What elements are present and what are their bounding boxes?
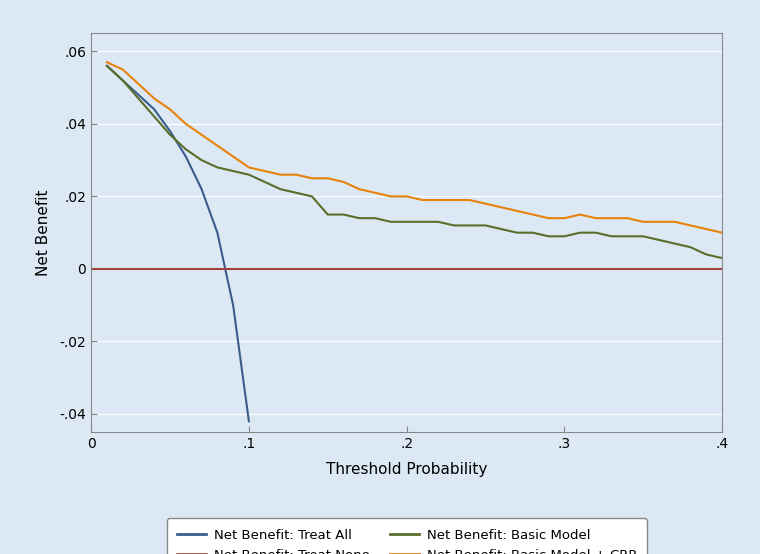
Net Benefit: Basic Model + CRP: (0.26, 0.017): Basic Model + CRP: (0.26, 0.017)	[497, 204, 506, 211]
Net Benefit: Basic Model: (0.13, 0.021): Basic Model: (0.13, 0.021)	[292, 189, 301, 196]
X-axis label: Threshold Probability: Threshold Probability	[326, 462, 487, 477]
Net Benefit: Basic Model + CRP: (0.37, 0.013): Basic Model + CRP: (0.37, 0.013)	[670, 218, 679, 225]
Net Benefit: Basic Model: (0.06, 0.033): Basic Model: (0.06, 0.033)	[181, 146, 190, 152]
Net Benefit: Basic Model + CRP: (0.06, 0.04): Basic Model + CRP: (0.06, 0.04)	[181, 121, 190, 127]
Net Benefit: Basic Model: (0.12, 0.022): Basic Model: (0.12, 0.022)	[276, 186, 285, 192]
Net Benefit: Treat All: (0.09, -0.01): Treat All: (0.09, -0.01)	[229, 302, 238, 309]
Net Benefit: Basic Model: (0.17, 0.014): Basic Model: (0.17, 0.014)	[355, 215, 364, 222]
Net Benefit: Basic Model: (0.36, 0.008): Basic Model: (0.36, 0.008)	[654, 237, 663, 243]
Net Benefit: Basic Model + CRP: (0.02, 0.055): Basic Model + CRP: (0.02, 0.055)	[119, 66, 128, 73]
Net Benefit: Basic Model + CRP: (0.01, 0.057): Basic Model + CRP: (0.01, 0.057)	[103, 59, 112, 65]
Net Benefit: Basic Model + CRP: (0.18, 0.021): Basic Model + CRP: (0.18, 0.021)	[371, 189, 380, 196]
Net Benefit: Basic Model + CRP: (0.2, 0.02): Basic Model + CRP: (0.2, 0.02)	[402, 193, 411, 200]
Net Benefit: Basic Model: (0.07, 0.03): Basic Model: (0.07, 0.03)	[197, 157, 206, 163]
Net Benefit: Basic Model + CRP: (0.11, 0.027): Basic Model + CRP: (0.11, 0.027)	[260, 168, 269, 175]
Net Benefit: Basic Model: (0.31, 0.01): Basic Model: (0.31, 0.01)	[575, 229, 584, 236]
Net Benefit: Basic Model: (0.28, 0.01): Basic Model: (0.28, 0.01)	[528, 229, 537, 236]
Net Benefit: Basic Model + CRP: (0.12, 0.026): Basic Model + CRP: (0.12, 0.026)	[276, 171, 285, 178]
Net Benefit: Basic Model + CRP: (0.4, 0.01): Basic Model + CRP: (0.4, 0.01)	[717, 229, 727, 236]
Net Benefit: Basic Model + CRP: (0.36, 0.013): Basic Model + CRP: (0.36, 0.013)	[654, 218, 663, 225]
Net Benefit: Basic Model + CRP: (0.35, 0.013): Basic Model + CRP: (0.35, 0.013)	[638, 218, 648, 225]
Net Benefit: Basic Model + CRP: (0.31, 0.015): Basic Model + CRP: (0.31, 0.015)	[575, 211, 584, 218]
Net Benefit: Basic Model: (0.3, 0.009): Basic Model: (0.3, 0.009)	[559, 233, 568, 240]
Net Benefit: Basic Model: (0.03, 0.047): Basic Model: (0.03, 0.047)	[134, 95, 143, 102]
Net Benefit: Treat All: (0.07, 0.022): Treat All: (0.07, 0.022)	[197, 186, 206, 192]
Net Benefit: Basic Model + CRP: (0.16, 0.024): Basic Model + CRP: (0.16, 0.024)	[339, 178, 348, 185]
Net Benefit: Basic Model + CRP: (0.38, 0.012): Basic Model + CRP: (0.38, 0.012)	[686, 222, 695, 229]
Net Benefit: Basic Model: (0.14, 0.02): Basic Model: (0.14, 0.02)	[307, 193, 317, 200]
Net Benefit: Basic Model: (0.38, 0.006): Basic Model: (0.38, 0.006)	[686, 244, 695, 250]
Net Benefit: Basic Model: (0.39, 0.004): Basic Model: (0.39, 0.004)	[701, 251, 711, 258]
Net Benefit: Basic Model + CRP: (0.33, 0.014): Basic Model + CRP: (0.33, 0.014)	[607, 215, 616, 222]
Net Benefit: Basic Model + CRP: (0.17, 0.022): Basic Model + CRP: (0.17, 0.022)	[355, 186, 364, 192]
Net Benefit: Treat All: (0.03, 0.048): Treat All: (0.03, 0.048)	[134, 91, 143, 98]
Net Benefit: Basic Model: (0.02, 0.052): Basic Model: (0.02, 0.052)	[119, 77, 128, 84]
Net Benefit: Basic Model: (0.33, 0.009): Basic Model: (0.33, 0.009)	[607, 233, 616, 240]
Net Benefit: Basic Model + CRP: (0.21, 0.019): Basic Model + CRP: (0.21, 0.019)	[418, 197, 427, 203]
Legend: Net Benefit: Treat All, Net Benefit: Treat None, Net Benefit: Basic Model, Net B: Net Benefit: Treat All, Net Benefit: Tre…	[166, 519, 647, 554]
Net Benefit: Basic Model: (0.34, 0.009): Basic Model: (0.34, 0.009)	[623, 233, 632, 240]
Net Benefit: Basic Model: (0.4, 0.003): Basic Model: (0.4, 0.003)	[717, 255, 727, 261]
Net Benefit: Basic Model: (0.23, 0.012): Basic Model: (0.23, 0.012)	[449, 222, 458, 229]
Net Benefit: Treat All: (0.04, 0.044): Treat All: (0.04, 0.044)	[150, 106, 159, 112]
Net Benefit: Basic Model: (0.15, 0.015): Basic Model: (0.15, 0.015)	[323, 211, 332, 218]
Net Benefit: Basic Model: (0.05, 0.037): Basic Model: (0.05, 0.037)	[166, 131, 175, 138]
Net Benefit: Basic Model + CRP: (0.07, 0.037): Basic Model + CRP: (0.07, 0.037)	[197, 131, 206, 138]
Net Benefit: Basic Model: (0.16, 0.015): Basic Model: (0.16, 0.015)	[339, 211, 348, 218]
Net Benefit: Basic Model + CRP: (0.09, 0.031): Basic Model + CRP: (0.09, 0.031)	[229, 153, 238, 160]
Net Benefit: Treat All: (0.02, 0.052): Treat All: (0.02, 0.052)	[119, 77, 128, 84]
Net Benefit: Basic Model: (0.22, 0.013): Basic Model: (0.22, 0.013)	[433, 218, 442, 225]
Net Benefit: Basic Model + CRP: (0.22, 0.019): Basic Model + CRP: (0.22, 0.019)	[433, 197, 442, 203]
Net Benefit: Basic Model + CRP: (0.1, 0.028): Basic Model + CRP: (0.1, 0.028)	[245, 164, 254, 171]
Net Benefit: Basic Model: (0.09, 0.027): Basic Model: (0.09, 0.027)	[229, 168, 238, 175]
Net Benefit: Basic Model: (0.26, 0.011): Basic Model: (0.26, 0.011)	[497, 225, 506, 232]
Net Benefit: Basic Model: (0.35, 0.009): Basic Model: (0.35, 0.009)	[638, 233, 648, 240]
Net Benefit: Basic Model + CRP: (0.19, 0.02): Basic Model + CRP: (0.19, 0.02)	[386, 193, 395, 200]
Net Benefit: Basic Model + CRP: (0.34, 0.014): Basic Model + CRP: (0.34, 0.014)	[623, 215, 632, 222]
Net Benefit: Basic Model: (0.21, 0.013): Basic Model: (0.21, 0.013)	[418, 218, 427, 225]
Net Benefit: Basic Model: (0.2, 0.013): Basic Model: (0.2, 0.013)	[402, 218, 411, 225]
Net Benefit: Basic Model: (0.27, 0.01): Basic Model: (0.27, 0.01)	[512, 229, 521, 236]
Net Benefit: Basic Model: (0.37, 0.007): Basic Model: (0.37, 0.007)	[670, 240, 679, 247]
Line: Net Benefit: Treat All: Net Benefit: Treat All	[107, 66, 249, 421]
Net Benefit: Basic Model + CRP: (0.14, 0.025): Basic Model + CRP: (0.14, 0.025)	[307, 175, 317, 182]
Net Benefit: Basic Model + CRP: (0.39, 0.011): Basic Model + CRP: (0.39, 0.011)	[701, 225, 711, 232]
Net Benefit: Treat All: (0.08, 0.01): Treat All: (0.08, 0.01)	[213, 229, 222, 236]
Net Benefit: Basic Model: (0.18, 0.014): Basic Model: (0.18, 0.014)	[371, 215, 380, 222]
Net Benefit: Basic Model + CRP: (0.08, 0.034): Basic Model + CRP: (0.08, 0.034)	[213, 142, 222, 149]
Net Benefit: Basic Model: (0.32, 0.01): Basic Model: (0.32, 0.01)	[591, 229, 600, 236]
Net Benefit: Treat All: (0.01, 0.056): Treat All: (0.01, 0.056)	[103, 63, 112, 69]
Net Benefit: Basic Model: (0.08, 0.028): Basic Model: (0.08, 0.028)	[213, 164, 222, 171]
Net Benefit: Basic Model + CRP: (0.27, 0.016): Basic Model + CRP: (0.27, 0.016)	[512, 208, 521, 214]
Net Benefit: Basic Model + CRP: (0.13, 0.026): Basic Model + CRP: (0.13, 0.026)	[292, 171, 301, 178]
Net Benefit: Treat All: (0.1, -0.042): Treat All: (0.1, -0.042)	[245, 418, 254, 424]
Net Benefit: Basic Model + CRP: (0.25, 0.018): Basic Model + CRP: (0.25, 0.018)	[481, 201, 490, 207]
Net Benefit: Basic Model + CRP: (0.04, 0.047): Basic Model + CRP: (0.04, 0.047)	[150, 95, 159, 102]
Line: Net Benefit: Basic Model: Net Benefit: Basic Model	[107, 66, 722, 258]
Net Benefit: Basic Model: (0.29, 0.009): Basic Model: (0.29, 0.009)	[544, 233, 553, 240]
Net Benefit: Basic Model + CRP: (0.05, 0.044): Basic Model + CRP: (0.05, 0.044)	[166, 106, 175, 112]
Net Benefit: Basic Model + CRP: (0.24, 0.019): Basic Model + CRP: (0.24, 0.019)	[465, 197, 474, 203]
Net Benefit: Basic Model + CRP: (0.23, 0.019): Basic Model + CRP: (0.23, 0.019)	[449, 197, 458, 203]
Net Benefit: Basic Model + CRP: (0.15, 0.025): Basic Model + CRP: (0.15, 0.025)	[323, 175, 332, 182]
Y-axis label: Net Benefit: Net Benefit	[36, 189, 51, 276]
Net Benefit: Basic Model + CRP: (0.03, 0.051): Basic Model + CRP: (0.03, 0.051)	[134, 81, 143, 88]
Net Benefit: Basic Model + CRP: (0.28, 0.015): Basic Model + CRP: (0.28, 0.015)	[528, 211, 537, 218]
Line: Net Benefit: Basic Model + CRP: Net Benefit: Basic Model + CRP	[107, 62, 722, 233]
Net Benefit: Basic Model + CRP: (0.32, 0.014): Basic Model + CRP: (0.32, 0.014)	[591, 215, 600, 222]
Net Benefit: Basic Model + CRP: (0.3, 0.014): Basic Model + CRP: (0.3, 0.014)	[559, 215, 568, 222]
Net Benefit: Basic Model: (0.04, 0.042): Basic Model: (0.04, 0.042)	[150, 114, 159, 120]
Net Benefit: Basic Model: (0.25, 0.012): Basic Model: (0.25, 0.012)	[481, 222, 490, 229]
Net Benefit: Basic Model: (0.24, 0.012): Basic Model: (0.24, 0.012)	[465, 222, 474, 229]
Net Benefit: Treat All: (0.05, 0.038): Treat All: (0.05, 0.038)	[166, 128, 175, 135]
Net Benefit: Treat All: (0.06, 0.031): Treat All: (0.06, 0.031)	[181, 153, 190, 160]
Net Benefit: Basic Model: (0.19, 0.013): Basic Model: (0.19, 0.013)	[386, 218, 395, 225]
Net Benefit: Basic Model: (0.11, 0.024): Basic Model: (0.11, 0.024)	[260, 178, 269, 185]
Net Benefit: Basic Model: (0.01, 0.056): Basic Model: (0.01, 0.056)	[103, 63, 112, 69]
Net Benefit: Basic Model + CRP: (0.29, 0.014): Basic Model + CRP: (0.29, 0.014)	[544, 215, 553, 222]
Net Benefit: Basic Model: (0.1, 0.026): Basic Model: (0.1, 0.026)	[245, 171, 254, 178]
